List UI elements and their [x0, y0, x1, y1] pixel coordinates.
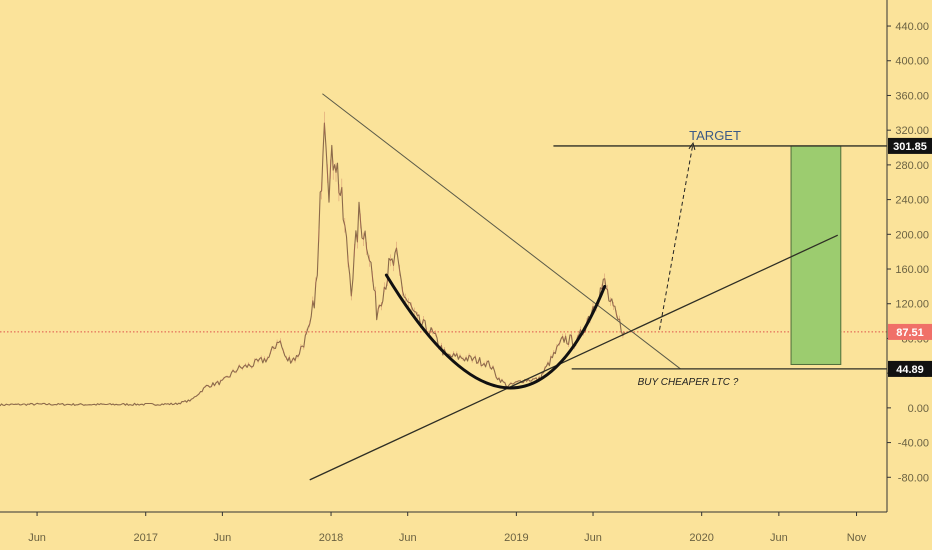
target-box — [790, 145, 842, 365]
y-tick-label-8: 120.00 — [895, 299, 929, 311]
buy-price-badge-bg — [888, 360, 932, 377]
current-price-badge-text: 87.51 — [896, 327, 924, 339]
x-tick-label-3: 2018 — [319, 532, 343, 544]
x-tick-label-6: Jun — [584, 532, 602, 544]
target-arrow-head — [688, 142, 696, 151]
x-tick-label-9: Nov — [847, 532, 867, 544]
y-tick-label-2: 360.00 — [895, 90, 929, 102]
y-tick-label-0: 440.00 — [895, 21, 929, 33]
y-tick-label-6: 200.00 — [895, 229, 929, 241]
buy-price-badge-text: 44.89 — [896, 364, 924, 376]
target-price-badge-text: 301.85 — [893, 141, 927, 153]
x-tick-label-8: Jun — [770, 532, 788, 544]
y-tick-label-4: 280.00 — [895, 160, 929, 172]
buy-label: BUY CHEAPER LTC ? — [638, 377, 739, 388]
x-tick-label-5: 2019 — [504, 532, 528, 544]
cup-curve — [384, 273, 607, 390]
target-label: TARGET — [689, 128, 741, 143]
descending-trendline — [322, 93, 681, 370]
y-tick-label-1: 400.00 — [895, 56, 929, 68]
y-tick-label-13: -80.00 — [898, 472, 929, 484]
ascending-trendline — [309, 234, 839, 481]
target-arrow-line — [659, 143, 694, 330]
current-price-badge-bg — [888, 323, 932, 340]
price-series-wicks-0 — [0, 111, 624, 406]
y-tick-label-12: -40.00 — [898, 438, 929, 450]
x-tick-label-7: 2020 — [689, 532, 713, 544]
x-tick-label-2: Jun — [214, 532, 232, 544]
y-tick-label-7: 160.00 — [895, 264, 929, 276]
x-tick-label-1: 2017 — [133, 532, 157, 544]
y-tick-label-11: 0.00 — [908, 403, 929, 415]
y-tick-label-5: 240.00 — [895, 195, 929, 207]
y-tick-label-3: 320.00 — [895, 125, 929, 137]
x-tick-label-4: Jun — [399, 532, 417, 544]
target-price-badge-bg — [888, 137, 932, 154]
x-tick-label-0: Jun — [28, 532, 46, 544]
